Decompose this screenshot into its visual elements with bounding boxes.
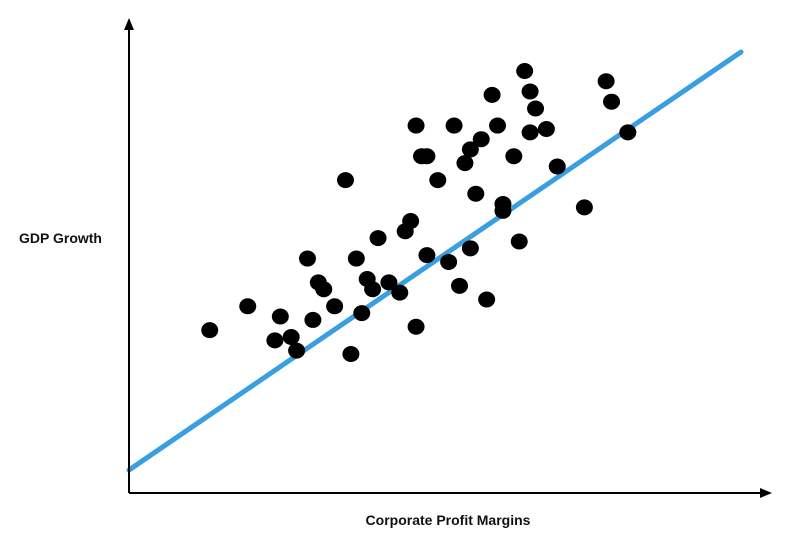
y-axis-label: GDP Growth: [19, 230, 102, 246]
scatter-point: [407, 318, 425, 335]
scatter-point: [527, 100, 545, 117]
scatter-point: [494, 195, 512, 212]
x-axis-arrow: [760, 488, 772, 498]
scatter-point: [516, 63, 534, 79]
scatter-point: [380, 274, 398, 291]
scatter-point: [429, 172, 447, 189]
scatter-point: [451, 277, 469, 294]
scatter-point: [603, 93, 621, 110]
scatter-point: [472, 131, 490, 148]
scatter-point: [353, 305, 371, 322]
scatter-point: [347, 250, 365, 267]
chart-marks: [126, 49, 744, 473]
scatter-point: [521, 124, 539, 141]
scatter-point: [505, 148, 523, 165]
scatter-point: [342, 346, 360, 363]
scatter-point: [418, 247, 436, 264]
scatter-point: [418, 148, 436, 165]
scatter-point: [440, 253, 458, 270]
scatter-point: [402, 213, 420, 230]
trend-line: [126, 49, 744, 473]
scatter-point: [201, 322, 219, 339]
scatter-point: [575, 199, 593, 216]
scatter-point: [489, 117, 507, 134]
scatter-point: [271, 308, 289, 325]
scatter-point: [461, 141, 479, 158]
scatter-point: [266, 332, 284, 349]
y-axis-arrow: [124, 18, 134, 30]
scatter-point: [521, 83, 539, 100]
scatter-point: [483, 86, 501, 103]
scatter-point: [597, 73, 615, 90]
scatter-point: [391, 284, 409, 301]
scatter-point: [461, 240, 479, 257]
scatter-point: [336, 172, 354, 189]
scatter-point: [445, 117, 463, 134]
scatter-point: [478, 291, 496, 308]
x-axis-label: Corporate Profit Margins: [366, 512, 531, 528]
scatter-point: [619, 124, 637, 141]
scatter-point: [326, 298, 344, 315]
scatter-point: [364, 281, 382, 298]
scatter-point: [239, 298, 257, 315]
scatter-point: [537, 120, 555, 137]
scatter-point: [548, 158, 566, 175]
scatter-point: [407, 117, 425, 134]
scatter-point: [315, 281, 333, 298]
scatter-point: [282, 328, 300, 345]
scatter-point: [456, 155, 474, 172]
scatter-point: [467, 185, 485, 202]
scatter-point: [304, 311, 322, 328]
scatter-point: [298, 250, 316, 267]
scatter-point: [510, 233, 528, 250]
scatter-point: [288, 342, 306, 359]
scatter-point: [369, 230, 387, 247]
